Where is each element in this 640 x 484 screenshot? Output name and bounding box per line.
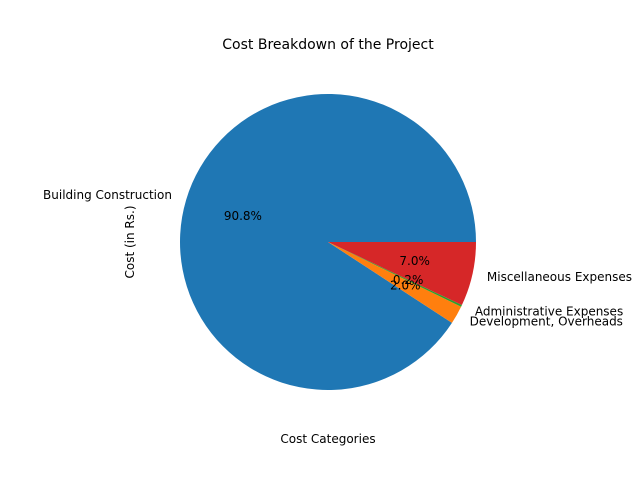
- slice-labels: Building Construction Development, Overhe…: [43, 188, 632, 329]
- pie-slice: [328, 242, 462, 307]
- pie-slice: [328, 242, 476, 306]
- slice-label: Development, Overheads: [470, 315, 623, 329]
- slice-label: Building Construction: [43, 188, 172, 202]
- slice-label: Administrative Expenses: [475, 305, 623, 319]
- slice-percent-label: 0.2%: [393, 273, 424, 287]
- x-axis-label: Cost Categories: [280, 432, 375, 446]
- slice-percent-label: 7.0%: [399, 254, 430, 268]
- chart-title: Cost Breakdown of the Project: [222, 37, 434, 53]
- slice-percent-label: 90.8%: [224, 209, 262, 223]
- y-axis-label: Cost (in Rs.): [123, 205, 137, 278]
- slice-label: Miscellaneous Expenses: [487, 270, 632, 284]
- pie-slices: [180, 93, 476, 391]
- pie-slice: [180, 93, 476, 391]
- percent-labels: 90.8% 2.0%0.2% 7.0%: [224, 209, 430, 292]
- pie-slice: [328, 242, 462, 323]
- slice-percent-label: 2.0%: [390, 278, 421, 292]
